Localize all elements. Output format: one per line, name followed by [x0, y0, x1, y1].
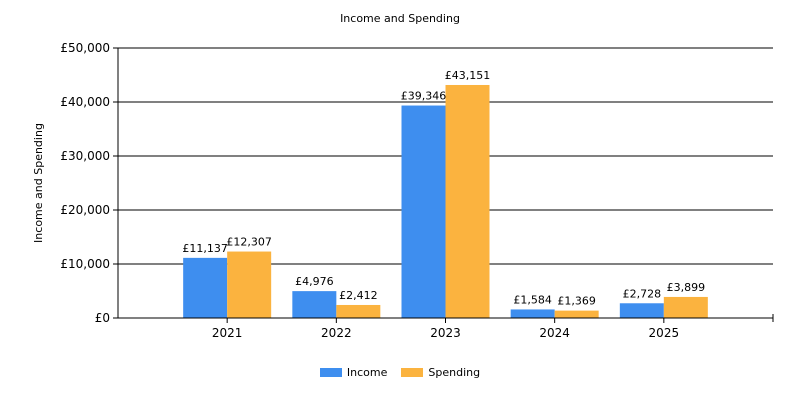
- bar-income: [401, 105, 446, 318]
- data-label-spending: £3,899: [667, 281, 706, 294]
- bar-spending: [336, 304, 381, 318]
- legend-item-spending: Spending: [401, 366, 480, 379]
- legend-label-spending: Spending: [428, 366, 481, 379]
- data-label-spending: £2,412: [339, 289, 378, 302]
- y-axis-label: Income and Spending: [32, 123, 45, 243]
- chart-title: Income and Spending: [340, 12, 460, 25]
- bars-layer: [183, 84, 708, 319]
- bar-spending: [445, 84, 490, 319]
- x-tick-label: 2022: [321, 326, 352, 340]
- data-label-income: £2,728: [623, 287, 662, 300]
- data-labels-layer: £11,137£12,307 £4,976 £2,412 £39,346 £43,151…: [182, 69, 705, 308]
- data-label-income: £4,976: [295, 275, 334, 288]
- y-tick-label: £50,000: [60, 41, 110, 55]
- legend-swatch-income: [319, 368, 342, 377]
- y-tick-label: £10,000: [60, 257, 110, 271]
- axis-layer: £0 £10,000 £20,000 £30,000 £40,000 £50,000 202…: [60, 41, 774, 340]
- y-tick-label: £20,000: [60, 203, 110, 217]
- y-tick-label: £40,000: [60, 95, 110, 109]
- bar-spending: [227, 251, 272, 318]
- bar-spending: [663, 296, 708, 318]
- x-tick-label: 2021: [212, 326, 243, 340]
- legend-item-income: Income: [319, 366, 388, 379]
- x-tick-label: 2025: [649, 326, 680, 340]
- y-tick-label: £30,000: [60, 149, 110, 163]
- legend-label-income: Income: [346, 366, 388, 379]
- legend-swatch-spending: [401, 368, 424, 377]
- data-label-spending: £12,307: [226, 236, 272, 249]
- y-tick-label: £0: [95, 311, 110, 325]
- data-label-spending: £43,151: [445, 69, 491, 82]
- data-label-income: £11,137: [182, 242, 228, 255]
- legend: Income Spending: [0, 366, 800, 379]
- bar-income: [510, 309, 555, 318]
- bar-income: [619, 303, 664, 318]
- bar-income: [183, 257, 228, 318]
- bar-income: [292, 291, 337, 318]
- data-label-spending: £1,369: [557, 295, 596, 308]
- x-tick-label: 2023: [430, 326, 461, 340]
- data-label-income: £1,584: [513, 293, 552, 306]
- data-label-income: £39,346: [401, 90, 447, 103]
- x-tick-label: 2024: [539, 326, 570, 340]
- bar-spending: [554, 310, 599, 318]
